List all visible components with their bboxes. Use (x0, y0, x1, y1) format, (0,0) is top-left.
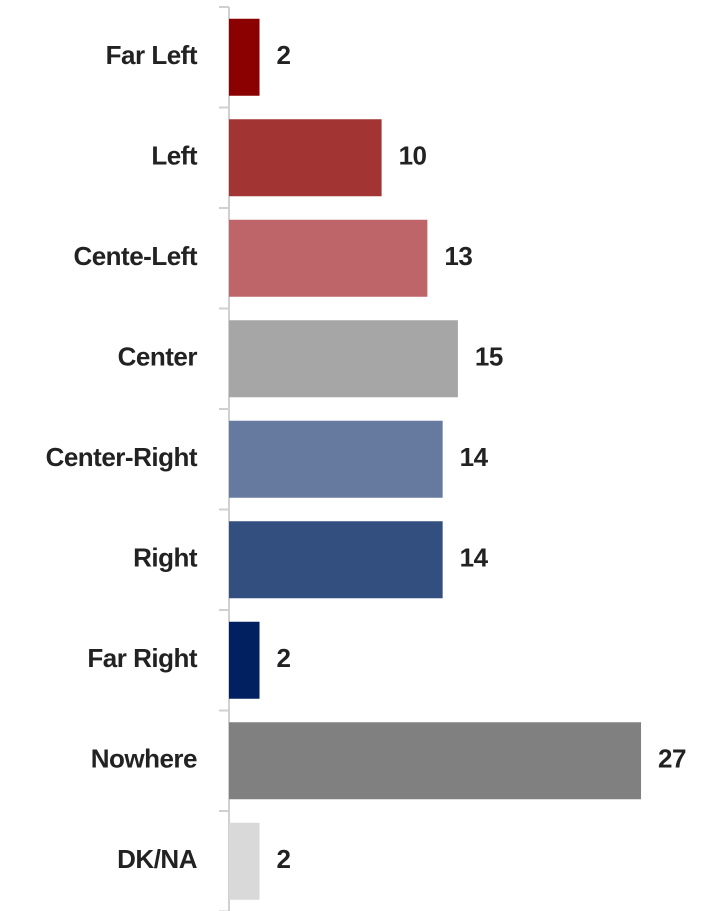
category-label: Far Right (87, 643, 197, 673)
value-label: 2 (277, 844, 291, 874)
value-label: 14 (460, 442, 489, 472)
bar (229, 822, 260, 900)
bar (229, 219, 428, 297)
value-label: 2 (277, 40, 291, 70)
value-label: 27 (658, 744, 686, 774)
category-label: Center (118, 342, 198, 372)
bar (229, 621, 260, 699)
bar (229, 420, 443, 498)
category-label: Nowhere (91, 744, 197, 774)
category-label: Far Left (106, 40, 198, 70)
value-label: 10 (399, 141, 427, 171)
value-label: 2 (277, 643, 291, 673)
category-label: Cente-Left (73, 241, 197, 271)
bar (229, 119, 382, 197)
bar (229, 320, 458, 398)
value-label: 14 (460, 543, 489, 573)
value-label: 13 (444, 241, 472, 271)
bar (229, 18, 260, 96)
bar (229, 521, 443, 599)
bar (229, 722, 642, 800)
category-label: Left (151, 141, 198, 171)
category-label: Center-Right (46, 442, 198, 472)
value-label: 15 (475, 342, 503, 372)
category-label: Right (133, 543, 198, 573)
category-label: DK/NA (117, 844, 198, 874)
